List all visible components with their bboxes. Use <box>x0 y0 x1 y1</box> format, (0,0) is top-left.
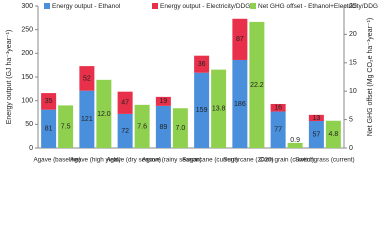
bar <box>232 18 248 60</box>
x-tick-label: Sugarcane (current) <box>182 157 238 164</box>
data-label: 72 <box>121 128 129 135</box>
bar <box>325 120 341 148</box>
chart: Energy output (GJ ha⁻¹year⁻¹) Net GHG of… <box>6 3 378 164</box>
legend-label: Energy output - Ethanol <box>52 3 121 10</box>
bar <box>270 111 286 148</box>
bar <box>308 114 324 122</box>
legend-swatch <box>152 3 158 9</box>
bar <box>270 103 286 112</box>
data-label: 77 <box>274 127 282 134</box>
data-label: 4.8 <box>329 131 339 138</box>
y-tick-label: 200 <box>21 50 33 57</box>
x-tick-label: Agave (baseline) <box>33 157 80 164</box>
data-label: 81 <box>45 126 53 133</box>
y2-axis-label: Net GHG offset (Mg CO₂e ha⁻¹year⁻¹) <box>367 18 374 137</box>
data-label: 7.5 <box>61 124 71 131</box>
x-tick-label: Sugarcane (2020) <box>223 157 273 164</box>
bar <box>287 142 303 148</box>
y2-tick-label: 20 <box>349 31 357 38</box>
bar <box>117 113 133 148</box>
bar <box>41 109 57 148</box>
x-tick-label: Corn grain (current) <box>259 157 314 164</box>
bar <box>96 79 112 148</box>
data-label: 36 <box>198 61 206 68</box>
y2-tick-label: 0 <box>349 145 353 152</box>
data-label: 13 <box>312 115 320 122</box>
data-label: 12.0 <box>97 111 111 118</box>
y2-tick-label: 10 <box>349 88 357 95</box>
bar <box>194 72 210 148</box>
bar <box>79 90 95 148</box>
data-label: 19 <box>159 98 167 105</box>
bar <box>194 55 210 73</box>
bar <box>155 105 171 148</box>
data-label: 47 <box>121 100 129 107</box>
data-label: 87 <box>236 36 244 43</box>
data-label: 57 <box>312 131 320 138</box>
y-tick-label: 50 <box>25 121 33 128</box>
bar <box>172 108 188 148</box>
data-label: 7.6 <box>137 123 147 130</box>
legend-label: Energy output - Electricity/DDGS <box>160 3 255 10</box>
bar <box>134 104 150 148</box>
bar <box>249 21 265 148</box>
data-label: 159 <box>196 107 208 114</box>
bar <box>308 121 324 148</box>
data-label: 52 <box>83 75 91 82</box>
data-label: 0.9 <box>290 137 300 144</box>
bar <box>117 91 133 114</box>
y2-tick-label: 25 <box>349 3 357 10</box>
y2-tick-label: 5 <box>349 116 353 123</box>
data-label: 7.0 <box>176 125 186 132</box>
bar <box>155 96 171 106</box>
x-tick-label: Switchgrass (current) <box>295 157 355 164</box>
legend-swatch <box>44 3 50 9</box>
x-tick-label: Agave (dry season) <box>106 157 161 164</box>
bar <box>232 59 248 148</box>
y-tick-label: 250 <box>21 27 33 34</box>
legend-label: Net GHG offset - Ethanol+Electricity/DDG… <box>258 3 378 10</box>
data-label: 22.2 <box>250 82 264 89</box>
x-tick-label: Agave (high yield) <box>70 157 120 164</box>
legend-swatch <box>250 3 256 9</box>
y-tick-label: 100 <box>21 98 33 105</box>
y2-tick-label: 15 <box>349 60 357 67</box>
bar <box>211 69 227 148</box>
y-tick-label: 300 <box>21 3 33 10</box>
y-tick-label: 0 <box>29 145 33 152</box>
data-label: 89 <box>159 124 167 131</box>
y-tick-label: 150 <box>21 74 33 81</box>
data-label: 121 <box>81 116 93 123</box>
data-label: 35 <box>45 98 53 105</box>
x-tick-label: Agave (rainy season) <box>142 157 202 164</box>
data-label: 186 <box>234 101 246 108</box>
y-axis-label: Energy output (GJ ha⁻¹year⁻¹) <box>6 30 13 125</box>
bar <box>58 105 74 148</box>
bar <box>41 93 57 110</box>
data-label: 16 <box>274 105 282 112</box>
data-label: 13.8 <box>212 106 226 113</box>
bar <box>79 66 95 91</box>
